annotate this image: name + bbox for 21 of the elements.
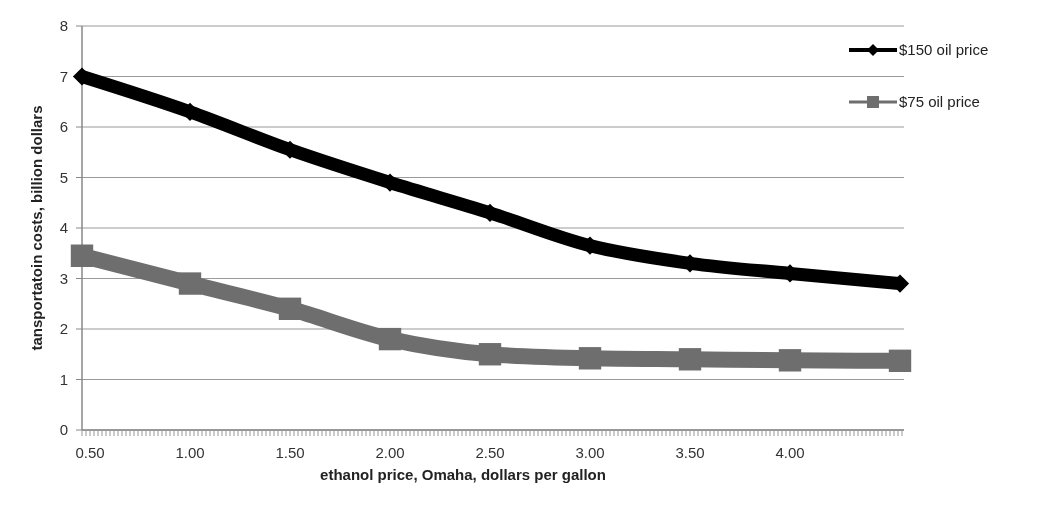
y-tick-label: 7 [59,67,68,85]
x-tick-label: 2.50 [475,444,505,461]
y-tick-label: 5 [59,168,68,186]
y-tick-label: 6 [59,118,68,136]
x-tick-label: 0.50 [75,444,105,461]
y-tick-label: 0 [59,421,68,439]
x-tick-label: 1.50 [275,444,305,461]
x-axis-title: ethanol price, Omaha, dollars per gallon [320,466,606,483]
y-tick-label: 1 [59,370,68,388]
x-tick-label: 4.00 [775,444,805,461]
x-tick-label: 3.50 [675,444,705,461]
x-tick-label: 2.00 [375,444,405,461]
legend-label: $150 oil price [899,41,989,59]
x-tick-label: 1.00 [175,444,205,461]
y-tick-label: 3 [59,269,68,287]
y-axis-title: tansportatoin costs, billion dollars [28,105,45,351]
x-tick-label: 3.00 [575,444,605,461]
legend-label: $75 oil price [899,93,980,111]
y-tick-label: 2 [59,320,68,338]
y-tick-label: 8 [59,17,68,35]
y-tick-label: 4 [59,219,68,237]
